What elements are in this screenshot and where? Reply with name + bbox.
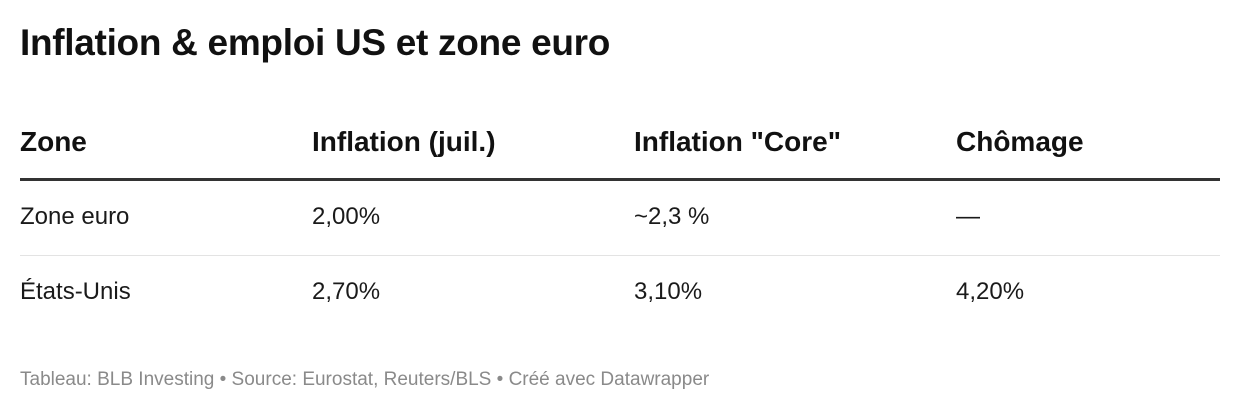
table-header-row: Zone Inflation (juil.) Inflation "Core" … (20, 112, 1220, 181)
column-header-core-inflation: Inflation "Core" (634, 126, 841, 157)
table-row: Zone euro 2,00% ~2,3 % — (20, 181, 1220, 256)
table-cell-unemployment: 4,20% (956, 278, 1025, 305)
table-cell-inflation: 2,00% (312, 203, 381, 230)
column-header-zone: Zone (20, 126, 87, 157)
source-footer: Tableau: BLB Investing • Source: Eurosta… (20, 369, 710, 390)
column-header-unemployment: Chômage (956, 126, 1084, 157)
table-cell-zone: États-Unis (20, 278, 131, 305)
page-title: Inflation & emploi US et zone euro (20, 22, 611, 63)
table-cell-core-inflation: 3,10% (634, 278, 703, 305)
table-cell-inflation: 2,70% (312, 278, 381, 305)
table-row: États-Unis 2,70% 3,10% 4,20% (20, 256, 1220, 330)
table-cell-core-inflation: ~2,3 % (634, 203, 710, 230)
table-cell-zone: Zone euro (20, 203, 130, 230)
column-header-inflation: Inflation (juil.) (312, 126, 496, 157)
data-table: Zone Inflation (juil.) Inflation "Core" … (20, 112, 1220, 330)
table-cell-unemployment: — (956, 203, 980, 230)
